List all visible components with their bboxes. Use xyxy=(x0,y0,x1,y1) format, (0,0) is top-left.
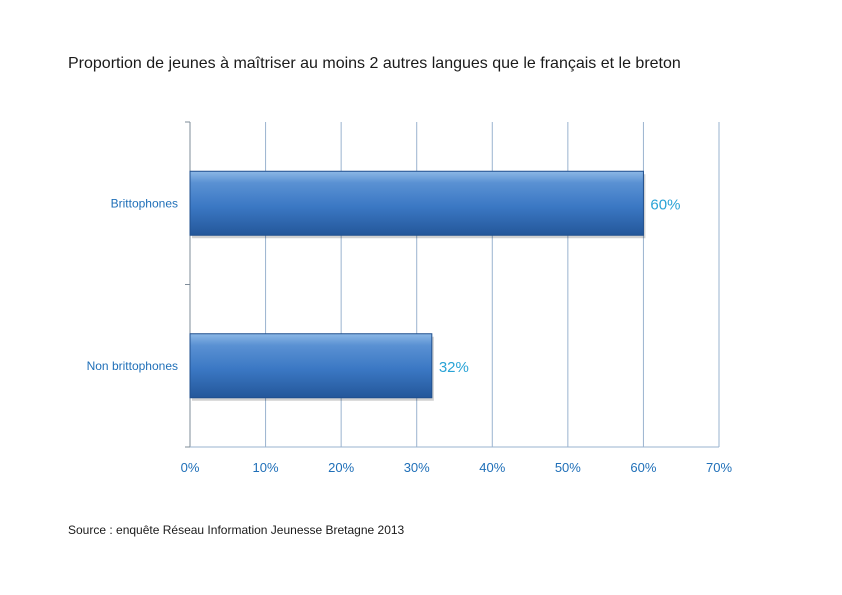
labels: 0% 10% 20% 30% 40% 50% 60% 70% Brittophones 60% No… xyxy=(87,196,733,475)
x-tick-label: 20% xyxy=(328,460,354,475)
x-tick-label: 40% xyxy=(479,460,505,475)
bar-non-brittophones xyxy=(189,333,433,399)
x-tick-label: 30% xyxy=(404,460,430,475)
chart-title: Proportion de jeunes à maîtriser au moin… xyxy=(68,55,681,72)
bars xyxy=(189,170,646,401)
x-tick-label: 0% xyxy=(181,460,200,475)
source-note: Source : enquête Réseau Information Jeun… xyxy=(68,523,405,537)
category-label: Non brittophones xyxy=(87,359,178,373)
data-label: 60% xyxy=(650,196,680,213)
x-tick-label: 10% xyxy=(253,460,279,475)
data-label: 32% xyxy=(439,359,469,376)
x-tick-label: 50% xyxy=(555,460,581,475)
category-label: Brittophones xyxy=(111,196,178,210)
x-tick-label: 60% xyxy=(630,460,656,475)
x-tick-label: 70% xyxy=(706,460,732,475)
bar-brittophones xyxy=(189,170,644,236)
